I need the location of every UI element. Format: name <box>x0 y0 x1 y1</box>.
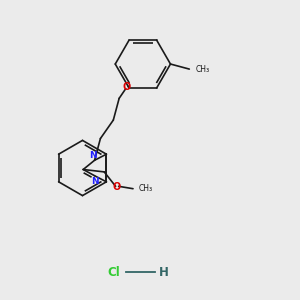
Text: CH₃: CH₃ <box>196 64 210 74</box>
Text: N: N <box>90 151 97 160</box>
Text: O: O <box>112 182 120 192</box>
Text: N: N <box>91 177 99 186</box>
Text: Cl: Cl <box>108 266 120 279</box>
Text: H: H <box>159 266 168 279</box>
Text: O: O <box>123 82 131 92</box>
Text: CH₃: CH₃ <box>139 184 153 193</box>
